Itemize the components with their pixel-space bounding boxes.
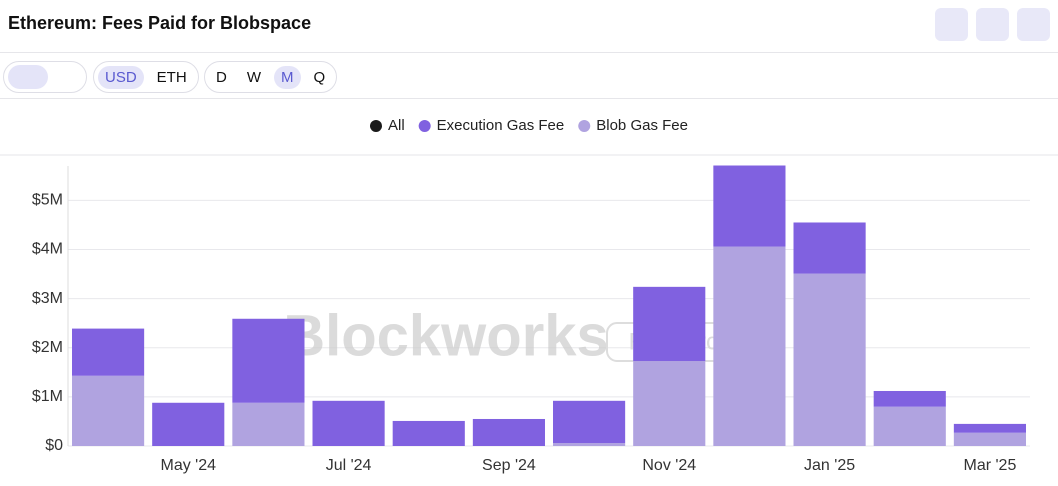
bar-segment (793, 273, 866, 446)
bar-segment (312, 400, 385, 446)
toggle-option[interactable]: USD (98, 65, 144, 89)
y-tick-label: $5M (32, 192, 63, 209)
x-tick-label: Nov '24 (642, 457, 696, 474)
chart: All Execution Gas Fee Blob Gas Fee $0 $1M $2M… (0, 117, 1058, 474)
bar-segment (713, 165, 786, 247)
x-tick-label: Sep '24 (482, 457, 536, 474)
bar-segment (633, 286, 706, 362)
bar-segment (232, 402, 305, 446)
x-tick-label: Jul '24 (326, 457, 372, 474)
bar-segment (72, 328, 145, 376)
legend-marker (418, 120, 431, 132)
legend-marker (370, 120, 382, 132)
bar-segment (873, 406, 946, 446)
toggle-option[interactable]: D (216, 68, 227, 86)
toggle-option[interactable]: ETH (156, 68, 187, 86)
chart-title: Ethereum: Fees Paid for Blobspace (8, 13, 312, 33)
y-tick-label: $0 (45, 437, 63, 454)
bar-segment (713, 246, 786, 446)
download-button[interactable] (976, 8, 1009, 41)
bar-segment (633, 361, 706, 446)
bar-segment (953, 423, 1026, 433)
toggle-option[interactable]: W (246, 68, 262, 86)
y-tick-label: $3M (32, 290, 63, 307)
percent-mode[interactable] (54, 65, 82, 89)
y-tick-label: $1M (32, 388, 63, 405)
bar-segment (553, 400, 626, 444)
x-tick-label: Jan '25 (804, 457, 855, 474)
bar-segment (873, 390, 946, 407)
legend-marker (578, 120, 591, 132)
header: Ethereum: Fees Paid for Blobspace (0, 0, 1058, 53)
legend-label: Blob Gas Fee (596, 117, 688, 134)
toggle-option[interactable]: M (274, 65, 301, 89)
y-tick-label: $4M (32, 241, 63, 258)
bar-segment (553, 443, 626, 446)
bar-segment (392, 420, 465, 446)
share-button[interactable] (935, 8, 968, 41)
bar-mode[interactable] (8, 65, 48, 89)
y-tick-label: $2M (32, 339, 63, 356)
watermark: Blockworks (283, 303, 609, 368)
legend-label: All (388, 117, 405, 134)
bar-segment (953, 432, 1026, 446)
legend-label: Execution Gas Fee (437, 117, 565, 134)
bar-segment (793, 222, 866, 274)
toggle-option[interactable]: Q (313, 68, 326, 86)
bar-segment (152, 402, 225, 446)
bar-segment (232, 318, 305, 403)
x-tick-label: Mar '25 (963, 457, 1016, 474)
chart-mode (3, 61, 87, 93)
x-tick-label: May '24 (160, 457, 216, 474)
bar-segment (472, 418, 545, 446)
expand-button[interactable] (1017, 8, 1050, 41)
actions (935, 8, 1050, 41)
currency-toggle: USD ETH (93, 61, 199, 93)
bar-segment (72, 375, 145, 446)
